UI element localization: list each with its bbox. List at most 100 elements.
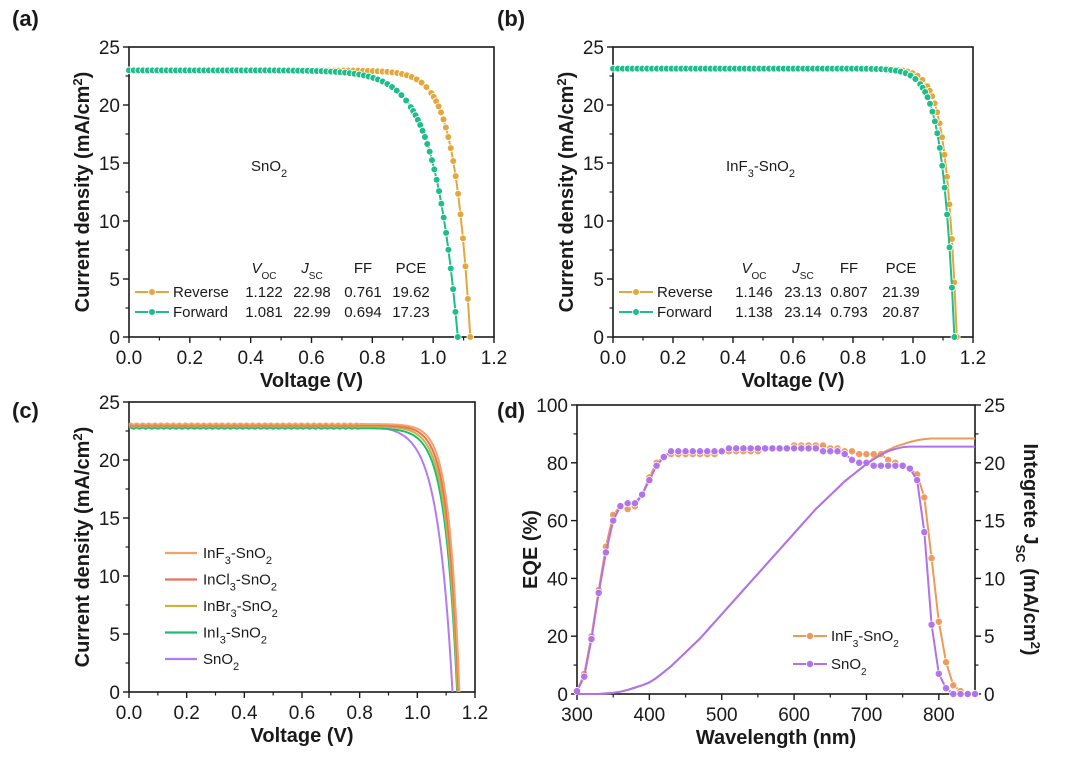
x-tick-label: 0.4 xyxy=(720,348,747,369)
eqe-curve-point xyxy=(898,461,907,470)
jv-point xyxy=(423,140,432,148)
x-tick-label: 1.0 xyxy=(900,348,926,369)
panel-c-jv-comparison: (c) 0.0 0.2 0.4 0.6 0.8 1.0 1.2 0 5 10 15 20 25 Voltag… xyxy=(12,393,488,747)
y-tick-label: 20 xyxy=(99,96,120,117)
jv-point xyxy=(422,83,431,91)
eqe-curve-point xyxy=(753,444,762,453)
eqe-curve-point xyxy=(790,444,799,453)
eqe-curve-point xyxy=(638,490,647,499)
table-header: VOC xyxy=(741,260,766,282)
legend-label-text: InCl xyxy=(203,572,230,589)
y-tick-label: 0 xyxy=(593,328,604,349)
table-header: VOC xyxy=(251,260,276,282)
annotation-text: InF xyxy=(726,158,748,175)
jv-point xyxy=(442,123,450,132)
jv-point xyxy=(911,75,920,83)
jv-point xyxy=(938,161,947,170)
y-axis-title-main: EQE (%) xyxy=(520,510,542,589)
legend-label-text: SnO xyxy=(831,656,861,673)
y-axis-title-sup: 2 xyxy=(70,78,85,85)
jv-point xyxy=(446,144,455,152)
legend-label-text: InBr xyxy=(203,598,231,615)
annotation-text: SnO xyxy=(251,158,281,175)
x-tick-label: 1.0 xyxy=(404,703,430,724)
eqe-curve-point xyxy=(848,455,856,464)
eqe-curve-point xyxy=(645,476,654,485)
eqe-curve-point xyxy=(905,464,914,473)
legend-marker xyxy=(148,308,156,316)
eqe-curve-point xyxy=(927,554,936,563)
eqe-curve-point xyxy=(630,499,639,508)
y-axis-title-tail: ) xyxy=(556,72,578,79)
eqe-curve-point xyxy=(811,444,820,453)
annotation-sub: 2 xyxy=(281,168,287,180)
jv-point xyxy=(928,107,937,116)
table-cell: 1.122 xyxy=(245,284,283,301)
y-tick-label: 20 xyxy=(547,627,568,648)
y-tick-label: 10 xyxy=(99,212,120,233)
y-tick-label: 25 xyxy=(99,393,120,414)
jv-point xyxy=(444,133,453,141)
sample-annotation: SnO2 xyxy=(251,158,287,180)
x-tick-label: 0.4 xyxy=(237,348,264,369)
annotation-sub: 3 xyxy=(748,168,754,180)
legend-label-sub: 3 xyxy=(220,635,226,647)
table-header-sub: OC xyxy=(752,271,767,282)
eqe-curve-point xyxy=(782,444,791,453)
x-tick-label: 0.8 xyxy=(840,348,866,369)
table-header-sub: SC xyxy=(309,271,323,282)
legend-label: InBr3-SnO2 xyxy=(203,598,278,620)
legend-label-text: -SnO xyxy=(858,628,893,645)
eqe-curve-point xyxy=(840,450,849,459)
y-tick-label: 0 xyxy=(109,683,120,704)
y-tick-label: 10 xyxy=(583,212,604,233)
eqe-curve-point xyxy=(601,548,610,557)
eqe-curve-point xyxy=(746,444,755,453)
legend-label: InCl3-SnO2 xyxy=(203,572,277,594)
y2-axis-title-sub: SC xyxy=(1014,545,1029,564)
eqe-curve-point xyxy=(848,447,856,456)
panel-label: (d) xyxy=(497,398,525,423)
table-header-text: V xyxy=(251,260,263,277)
x-tick-label: 700 xyxy=(851,705,883,726)
jv-point xyxy=(437,108,445,117)
legend-label: Forward xyxy=(173,304,228,321)
legend-label-sub: 3 xyxy=(230,582,236,594)
eqe-curve-point xyxy=(942,684,951,693)
jv-curve-ini3-sno2-line xyxy=(128,426,459,693)
legend-label: SnO2 xyxy=(831,656,867,678)
jv-point xyxy=(459,234,467,243)
eqe-curve-point xyxy=(580,672,589,681)
y-axis-title: Current density (mA/cm2) xyxy=(70,427,95,668)
eqe-curve-point xyxy=(963,690,972,698)
legend-label: InF3-SnO2 xyxy=(831,628,899,650)
panel-d-eqe: (d)300 400 500 600 700 800020406080100Wavelen… xyxy=(497,396,1044,749)
eqe-curve-point xyxy=(855,458,864,467)
jv-point xyxy=(933,129,942,138)
eqe-curve-point xyxy=(667,447,676,456)
jv-point xyxy=(464,295,472,303)
table-header-text: PCE xyxy=(886,260,917,277)
jv-point xyxy=(439,213,448,222)
eqe-curve-point xyxy=(942,658,951,667)
eqe-curve-point xyxy=(927,620,936,629)
legend-label-sub: 2 xyxy=(893,639,899,650)
y-tick-label: 20 xyxy=(99,451,120,472)
eqe-curve-point xyxy=(652,461,661,470)
y-axis-title-tail: ) xyxy=(72,427,94,434)
x-tick-label: 800 xyxy=(923,705,955,726)
panel-b-jv-inf3-sno2: (b) 0.0 0.2 0.4 0.6 0.8 1.0 1.2 0 5 10 15 20 25 Voltag… xyxy=(497,6,986,392)
jv-point xyxy=(449,285,457,293)
table-header-text: V xyxy=(741,260,753,277)
eqe-curve-point xyxy=(920,528,929,537)
jv-point xyxy=(948,283,956,292)
table-header: FF xyxy=(354,260,372,277)
eqe-curve-point xyxy=(891,461,900,470)
annotation-sub: 2 xyxy=(789,168,795,180)
eqe-curve-point xyxy=(956,690,965,698)
x-tick-label: 1.2 xyxy=(960,348,986,369)
legend-label-text: InI xyxy=(203,625,220,642)
eqe-curve-point xyxy=(616,502,625,511)
eqe-curve-point xyxy=(717,447,726,456)
y2-axis-title-main: Integrete J xyxy=(1019,443,1041,544)
